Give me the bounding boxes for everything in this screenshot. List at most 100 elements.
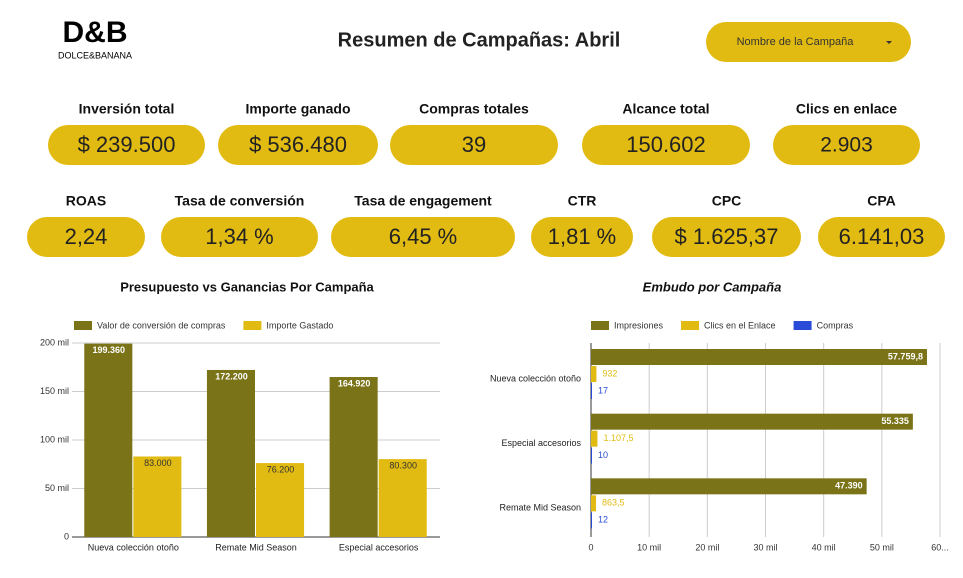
bar bbox=[591, 495, 597, 512]
value-label: 83.000 bbox=[144, 458, 172, 468]
kpi-label: Inversión total bbox=[79, 101, 175, 117]
legend-swatch bbox=[243, 321, 262, 330]
bar bbox=[591, 349, 927, 365]
value-label: 1.107,5 bbox=[603, 433, 633, 443]
legend-label: Valor de conversión de compras bbox=[97, 320, 226, 330]
legend-swatch bbox=[74, 321, 92, 330]
kpi-value: 1,34 % bbox=[205, 224, 274, 249]
page-title: Resumen de Campañas: Abril bbox=[338, 29, 621, 51]
value-label: 76.200 bbox=[267, 464, 295, 474]
x-tick-label: 40 mil bbox=[812, 542, 836, 552]
x-tick-label: 60... bbox=[931, 542, 949, 552]
bar bbox=[591, 512, 592, 529]
bar bbox=[329, 377, 378, 537]
kpi-label: Tasa de engagement bbox=[354, 193, 492, 209]
kpi-value: $ 239.500 bbox=[78, 132, 176, 157]
chart-title: Embudo por Campaña bbox=[643, 279, 782, 294]
logo-subtitle: DOLCE&BANANA bbox=[58, 50, 132, 60]
kpi-label: CPA bbox=[867, 193, 896, 209]
value-label: 47.390 bbox=[835, 481, 863, 491]
kpi-pill bbox=[331, 217, 515, 257]
y-tick-label: 100 mil bbox=[40, 434, 69, 444]
kpi-label: Tasa de conversión bbox=[175, 193, 305, 209]
kpi-value: $ 1.625,37 bbox=[675, 224, 779, 249]
kpi-pill bbox=[390, 125, 558, 165]
x-tick-label: 10 mil bbox=[637, 542, 661, 552]
legend-swatch bbox=[681, 321, 700, 330]
legend-label: Clics en el Enlace bbox=[704, 320, 776, 330]
bar bbox=[591, 366, 597, 382]
bar bbox=[206, 369, 255, 537]
kpi-pill bbox=[218, 125, 378, 165]
kpi-value: 2,24 bbox=[65, 224, 108, 249]
y-tick-label: Especial accesorios bbox=[501, 438, 581, 448]
x-tick-label: 50 mil bbox=[870, 542, 894, 552]
x-tick-label: Nueva colección otoño bbox=[88, 542, 179, 552]
kpi-label: Clics en enlace bbox=[796, 101, 897, 117]
kpi-label: Importe ganado bbox=[245, 101, 350, 117]
logo: D&B bbox=[63, 16, 128, 49]
value-label: 57.759,8 bbox=[888, 351, 923, 361]
legend-swatch bbox=[591, 321, 609, 330]
value-label: 932 bbox=[602, 368, 617, 378]
bar bbox=[591, 430, 598, 447]
value-label: 80.300 bbox=[389, 460, 417, 470]
value-label: 199.360 bbox=[93, 345, 126, 355]
legend-label: Importe Gastado bbox=[266, 320, 333, 330]
kpi-pill bbox=[582, 125, 750, 165]
kpi-pill bbox=[27, 217, 145, 257]
x-tick-label: Remate Mid Season bbox=[215, 542, 297, 552]
x-tick-label: Especial accesorios bbox=[339, 542, 419, 552]
bar bbox=[133, 456, 182, 537]
y-tick-label: 50 mil bbox=[45, 483, 69, 493]
bar bbox=[591, 383, 592, 399]
kpi-pill bbox=[161, 217, 318, 257]
y-tick-label: Nueva colección otoño bbox=[490, 373, 581, 383]
bar bbox=[591, 478, 867, 495]
value-label: 164.920 bbox=[338, 378, 371, 388]
value-label: 863,5 bbox=[602, 498, 625, 508]
kpi-pill bbox=[531, 217, 633, 257]
x-tick-label: 30 mil bbox=[753, 542, 777, 552]
campaign-dropdown[interactable] bbox=[706, 22, 911, 62]
kpi-label: CPC bbox=[712, 193, 742, 209]
dropdown-arrow[interactable] bbox=[886, 41, 892, 44]
x-tick-label: 0 bbox=[588, 542, 593, 552]
bar bbox=[256, 463, 305, 537]
value-label: 172.200 bbox=[215, 371, 248, 381]
value-label: 12 bbox=[598, 515, 608, 525]
bar bbox=[378, 459, 427, 537]
kpi-value: 39 bbox=[462, 132, 486, 157]
kpi-label: Alcance total bbox=[622, 101, 709, 117]
kpi-pill bbox=[773, 125, 920, 165]
value-label: 10 bbox=[598, 450, 608, 460]
x-tick-label: 20 mil bbox=[695, 542, 719, 552]
bar bbox=[84, 343, 133, 537]
kpi-pill bbox=[48, 125, 205, 165]
kpi-value: 1,81 % bbox=[548, 224, 617, 249]
kpi-label: Compras totales bbox=[419, 101, 529, 117]
bar bbox=[591, 447, 592, 464]
y-tick-label: Remate Mid Season bbox=[499, 503, 581, 513]
dropdown-label[interactable]: Nombre de la Campaña bbox=[737, 36, 855, 48]
kpi-value: 150.602 bbox=[626, 132, 706, 157]
value-label: 17 bbox=[598, 385, 608, 395]
kpi-value: 2.903 bbox=[820, 134, 873, 157]
legend-label: Impresiones bbox=[614, 320, 664, 330]
kpi-label: CTR bbox=[568, 193, 597, 209]
value-label: 55.335 bbox=[881, 416, 909, 426]
kpi-pill bbox=[652, 217, 801, 257]
legend-label: Compras bbox=[817, 320, 854, 330]
kpi-value: 6.141,03 bbox=[839, 224, 925, 249]
kpi-label: ROAS bbox=[66, 193, 106, 209]
kpi-value: 6,45 % bbox=[389, 224, 458, 249]
y-tick-label: 200 mil bbox=[40, 337, 69, 347]
y-tick-label: 0 bbox=[64, 531, 69, 541]
legend-swatch bbox=[793, 321, 812, 330]
bar bbox=[591, 413, 913, 430]
y-tick-label: 150 mil bbox=[40, 386, 69, 396]
kpi-value: $ 536.480 bbox=[249, 132, 347, 157]
chart-title: Presupuesto vs Ganancias Por Campaña bbox=[120, 279, 374, 294]
kpi-pill bbox=[818, 217, 945, 257]
